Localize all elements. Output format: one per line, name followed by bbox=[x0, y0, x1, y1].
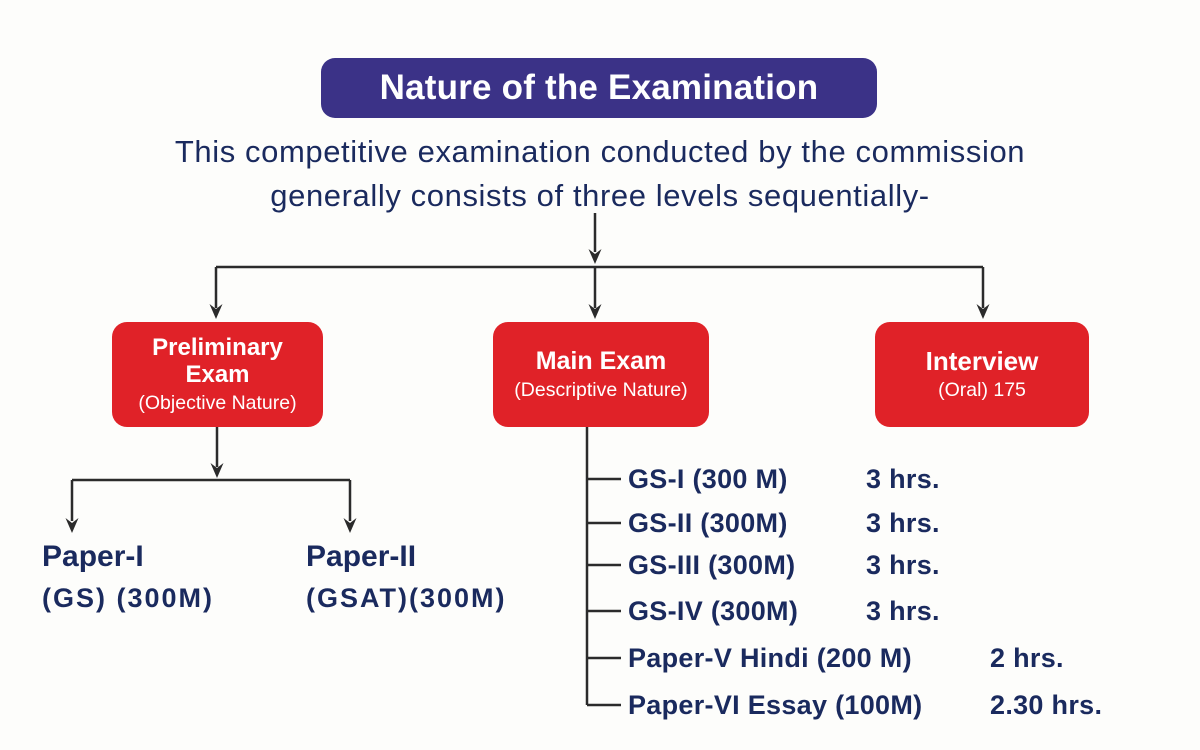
node-interview-subtitle: (Oral) 175 bbox=[938, 378, 1026, 401]
main-paper-row-gs3: GS-III (300M) 3 hrs. bbox=[628, 547, 1188, 583]
main-paper-row-gs2: GS-II (300M) 3 hrs. bbox=[628, 505, 1188, 541]
main-paper-duration: 2 hrs. bbox=[990, 643, 1064, 673]
arrowheads bbox=[65, 249, 990, 533]
main-paper-label: GS-IV (300M) bbox=[628, 596, 799, 626]
main-paper-label: GS-II (300M) bbox=[628, 508, 788, 538]
main-paper-duration: 3 hrs. bbox=[866, 508, 940, 538]
prelim-paper-1-title: Paper-I bbox=[42, 540, 144, 573]
main-paper-duration: 3 hrs. bbox=[866, 464, 940, 494]
prelim-paper-2-detail: (GSAT)(300M) bbox=[306, 583, 507, 613]
main-paper-duration: 3 hrs. bbox=[866, 596, 940, 626]
subtitle-line-1: This competitive examination conducted b… bbox=[174, 134, 1026, 169]
node-preliminary-subtitle: (Objective Nature) bbox=[138, 392, 297, 414]
title-banner: Nature of the Examination bbox=[321, 58, 877, 118]
main-paper-row-gs4: GS-IV (300M) 3 hrs. bbox=[628, 593, 1188, 629]
main-paper-label: GS-III (300M) bbox=[628, 550, 796, 580]
main-paper-row-paper5: Paper-V Hindi (200 M) 2 hrs. bbox=[628, 640, 1188, 676]
main-paper-duration: 2.30 hrs. bbox=[990, 690, 1103, 720]
node-main-title: Main Exam bbox=[535, 346, 667, 375]
node-interview: Interview (Oral) 175 bbox=[875, 322, 1089, 427]
main-paper-row-paper6: Paper-VI Essay (100M) 2.30 hrs. bbox=[628, 687, 1188, 723]
main-paper-row-gs1: GS-I (300 M) 3 hrs. bbox=[628, 461, 1188, 497]
subtitle-line-2: generally consists of three levels seque… bbox=[270, 178, 930, 213]
main-paper-duration: 3 hrs. bbox=[866, 550, 940, 580]
node-main-subtitle: (Descriptive Nature) bbox=[514, 378, 688, 401]
node-interview-title: Interview bbox=[925, 345, 1039, 376]
page-title: Nature of the Examination bbox=[379, 68, 819, 107]
node-preliminary-exam: Preliminary Exam (Objective Nature) bbox=[112, 322, 323, 427]
prelim-paper-1: Paper-I (GS) (300M) bbox=[42, 540, 215, 614]
node-preliminary-title: Preliminary Exam bbox=[152, 334, 283, 388]
main-paper-label: GS-I (300 M) bbox=[628, 464, 788, 494]
prelim-paper-1-detail: (GS) (300M) bbox=[42, 583, 215, 613]
main-paper-label: Paper-V Hindi (200 M) bbox=[628, 643, 912, 673]
node-main-exam: Main Exam (Descriptive Nature) bbox=[493, 322, 709, 427]
main-paper-label: Paper-VI Essay (100M) bbox=[628, 690, 923, 720]
prelim-paper-2-title: Paper-II bbox=[306, 540, 417, 573]
prelim-paper-2: Paper-II (GSAT)(300M) bbox=[306, 540, 507, 614]
subtitle: This competitive examination conducted b… bbox=[0, 130, 1200, 218]
